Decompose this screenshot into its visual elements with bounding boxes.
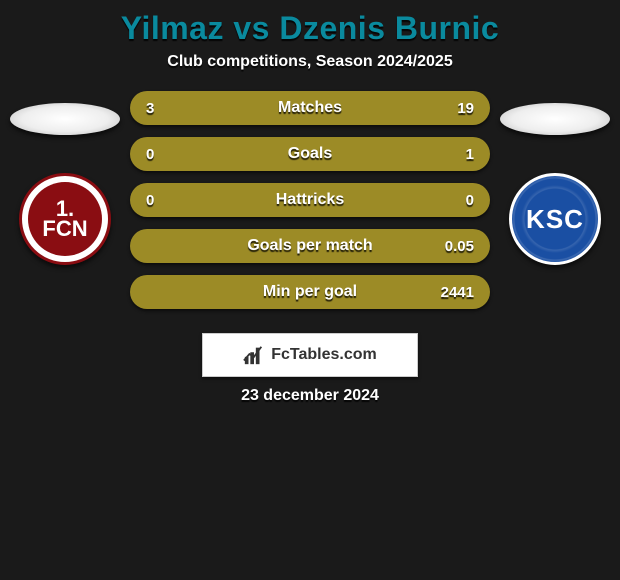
brand-badge[interactable]: FcTables.com bbox=[202, 333, 418, 377]
date-line: 23 december 2024 bbox=[0, 387, 620, 405]
right-player-avatar bbox=[500, 103, 610, 135]
comparison-body: 1. FCN 3 Matches 19 0 Goals 1 0 Hattricks 0 Goals… bbox=[0, 91, 620, 321]
stat-left-value: 3 bbox=[146, 100, 180, 117]
stats-column: 3 Matches 19 0 Goals 1 0 Hattricks 0 Goals per ma… bbox=[130, 91, 490, 321]
stat-right-value: 2441 bbox=[440, 284, 474, 301]
stat-label: Goals per match bbox=[247, 237, 372, 255]
stat-right-value: 0.05 bbox=[440, 238, 474, 255]
stat-right-value: 19 bbox=[440, 100, 474, 117]
brand-text: FcTables.com bbox=[271, 346, 377, 364]
page-title: Yilmaz vs Dzenis Burnic bbox=[0, 10, 620, 47]
right-player-col: KSC bbox=[500, 91, 610, 265]
bar-chart-icon bbox=[243, 344, 265, 366]
left-player-col: 1. FCN bbox=[10, 91, 120, 265]
page-subtitle: Club competitions, Season 2024/2025 bbox=[0, 53, 620, 71]
left-club-logo-inner: 1. FCN bbox=[28, 182, 102, 256]
right-club-logo: KSC bbox=[509, 173, 601, 265]
stat-row: 0 Hattricks 0 bbox=[130, 183, 490, 217]
stat-right-value: 1 bbox=[440, 146, 474, 163]
stat-label: Hattricks bbox=[276, 191, 344, 209]
stat-row: 3 Matches 19 bbox=[130, 91, 490, 125]
right-club-abbr: KSC bbox=[520, 184, 590, 254]
left-player-avatar bbox=[10, 103, 120, 135]
stat-right-value: 0 bbox=[440, 192, 474, 209]
stat-row: Goals per match 0.05 bbox=[130, 229, 490, 263]
left-club-abbr-bottom: FCN bbox=[42, 218, 87, 240]
stat-row: 0 Goals 1 bbox=[130, 137, 490, 171]
stat-left-value: 0 bbox=[146, 192, 180, 209]
comparison-card: Yilmaz vs Dzenis Burnic Club competition… bbox=[0, 0, 620, 405]
stat-label: Min per goal bbox=[263, 283, 357, 301]
stat-label: Matches bbox=[278, 99, 342, 117]
stat-row: Min per goal 2441 bbox=[130, 275, 490, 309]
stat-left-value: 0 bbox=[146, 146, 180, 163]
left-club-logo: 1. FCN bbox=[19, 173, 111, 265]
stat-label: Goals bbox=[288, 145, 332, 163]
